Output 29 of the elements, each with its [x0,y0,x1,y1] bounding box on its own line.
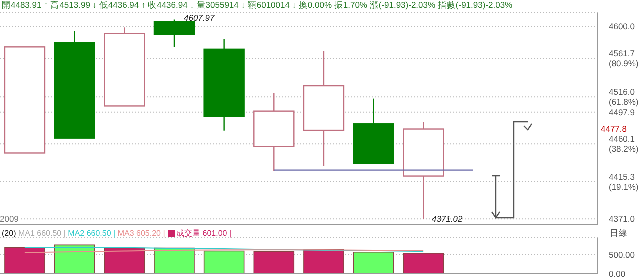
text: 日線 [610,228,628,238]
text: MA1 660.50 | [18,229,67,238]
bar [154,248,195,274]
y-tick-label: 0.00 [609,269,626,279]
y-tick-label: 4460.1 (38.2%) [609,134,639,154]
y-tick-label: 4600.0 [609,21,636,32]
bar [304,249,344,274]
y-tick-label: 500.00 [609,250,636,260]
bar [4,247,46,274]
bar [353,252,394,274]
y-tick-label: 4371.0 [609,214,636,224]
series-label: MA2 660.50 | [68,229,117,238]
bar [54,244,96,274]
chart-title: 開4483.91 ↑ 高4513.99 ↓ 低4436.94 ↑ 收4436.94 ↓ 量3055914 ↓ 額6010014 ↓ 換0.00% 振1.70% 漲(-91.93)-2.03% 指數(-91.93)-2.03% [2,0,513,12]
annotation: 2009 [0,214,19,224]
bar [254,251,295,274]
y-tick-label: 4516.0 (61.8%) [609,87,639,108]
bar [104,248,146,274]
y-tick-label: 4497.9 [609,107,636,118]
series-label: MA3 605.20 | [118,229,166,238]
annotation: 4607.97 [184,13,215,23]
bar [204,250,245,274]
annotation: 4371.02 [432,214,463,224]
y-tick-label: 4415.3 (19.1%) [609,172,639,192]
bar [403,253,444,274]
y-tick-label: 4561.7 (80.9%) [609,48,639,69]
legend-label: 成交量 601.00 | [176,229,232,238]
chart-title: (20) [2,229,18,238]
text: 4477.8 [601,124,627,134]
